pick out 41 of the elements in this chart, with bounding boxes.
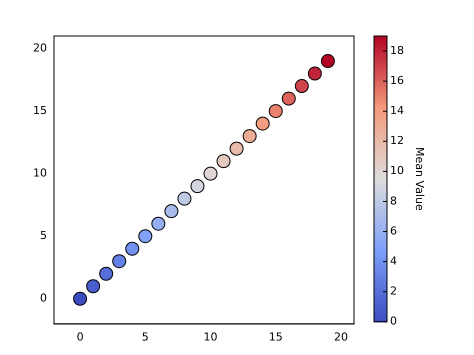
point: [268, 104, 283, 118]
point: [294, 79, 309, 94]
point: [138, 229, 152, 244]
point: [256, 116, 270, 131]
y-tick-label: 0: [40, 292, 47, 305]
point: [177, 192, 192, 206]
x-tick-label: 20: [334, 330, 348, 344]
point: [125, 242, 140, 256]
color-bar-label: 14: [390, 104, 404, 118]
color-bar-title: Mean Value: [413, 147, 426, 211]
y-tick-label: 5: [40, 229, 47, 242]
color-bar-label: 8: [390, 194, 397, 208]
point: [216, 154, 231, 168]
color-bar-label: 6: [390, 224, 397, 238]
point: [204, 166, 218, 181]
point: [320, 54, 335, 68]
x-tick-label: 15: [268, 330, 283, 344]
point: [112, 254, 126, 268]
color-bar-label: 4: [390, 254, 397, 268]
color-bar-label: 16: [390, 74, 404, 87]
point: [308, 66, 322, 81]
point: [73, 292, 88, 306]
color-bar-label: 0: [390, 314, 397, 328]
point: [86, 279, 100, 294]
x-tick-label: 0: [76, 330, 84, 344]
color-bar-label: 12: [390, 134, 404, 148]
color-bar-label: 2: [390, 284, 397, 298]
point: [242, 129, 257, 144]
point: [282, 92, 296, 106]
color-bar-label: 18: [390, 44, 404, 57]
point: [151, 216, 166, 231]
point: [164, 204, 178, 218]
point: [230, 142, 244, 156]
point: [190, 179, 204, 194]
x-tick-label: 10: [204, 330, 218, 344]
y-tick-label: 20: [32, 41, 47, 54]
x-tick-label: 5: [142, 330, 149, 344]
point: [99, 266, 114, 281]
color-bar-label: 10: [390, 164, 404, 178]
y-tick-label: 15: [32, 104, 47, 117]
y-tick-label: 10: [32, 166, 47, 180]
